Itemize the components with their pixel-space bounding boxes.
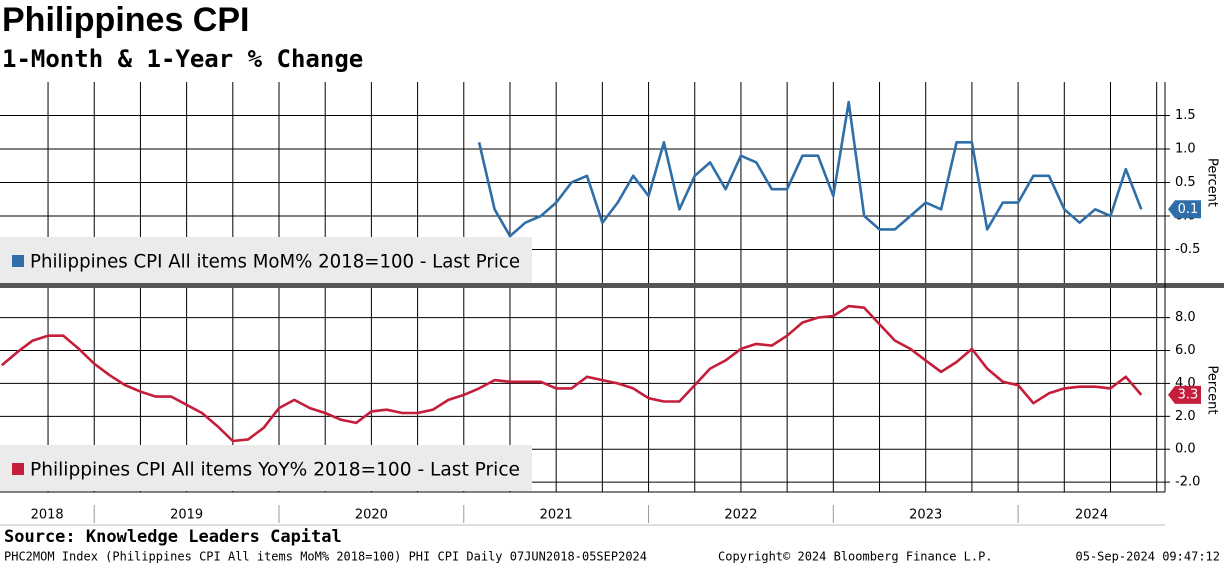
y-tick-label: -2.0	[1175, 475, 1200, 490]
ticker-info: PHC2MOM Index (Philippines CPI All items…	[4, 550, 647, 564]
data-line	[0, 304, 1143, 443]
y-tick-label: 8.0	[1175, 310, 1196, 325]
last-price-tag	[1168, 200, 1201, 219]
data-line	[477, 100, 1143, 238]
chart-title: Philippines CPI	[2, 1, 249, 39]
legend-swatch	[12, 255, 24, 267]
legend-box	[0, 237, 532, 283]
y-tick-label: 0.0	[1175, 442, 1196, 457]
x-tick-label: 2021	[540, 508, 573, 523]
x-tick-label: 2022	[724, 508, 757, 523]
legend: Philippines CPI All items YoY% 2018=100 …	[0, 445, 532, 491]
timestamp: 05-Sep-2024 09:47:12	[1076, 550, 1221, 564]
legend-swatch	[12, 463, 24, 475]
y-axis-title: Percent	[1205, 366, 1220, 415]
y-tick-label: -0.5	[1175, 242, 1200, 257]
y-axis-title: Percent	[1205, 158, 1220, 207]
last-price-label: 3.3	[1178, 387, 1199, 402]
x-tick-label: 2024	[1075, 508, 1108, 523]
legend-box	[0, 445, 532, 491]
x-tick-label: 2023	[909, 508, 942, 523]
y-tick-label: 6.0	[1175, 343, 1196, 358]
y-tick-label: 1.5	[1175, 108, 1196, 123]
legend-label: Philippines CPI All items MoM% 2018=100 …	[30, 251, 520, 273]
marks-layer	[0, 100, 1143, 443]
x-tick-label: 2020	[355, 508, 388, 523]
source: Source: Knowledge Leaders Capital	[4, 527, 342, 547]
y-tick-label: 2.0	[1175, 409, 1196, 424]
x-tick-label: 2018	[31, 508, 64, 523]
chart-subtitle: 1-Month & 1-Year % Change	[2, 45, 363, 73]
copyright: Copyright© 2024 Bloomberg Finance L.P.	[718, 550, 993, 564]
last-price-label: 0.1	[1178, 202, 1199, 217]
last-price-tag	[1168, 385, 1201, 404]
y-tick-label: 0.5	[1175, 175, 1196, 190]
legend: Philippines CPI All items MoM% 2018=100 …	[0, 237, 532, 283]
legend-label: Philippines CPI All items YoY% 2018=100 …	[30, 459, 520, 481]
panel-separator	[0, 283, 1224, 288]
x-tick-label: 2019	[170, 508, 203, 523]
y-tick-label: 1.0	[1175, 142, 1196, 157]
